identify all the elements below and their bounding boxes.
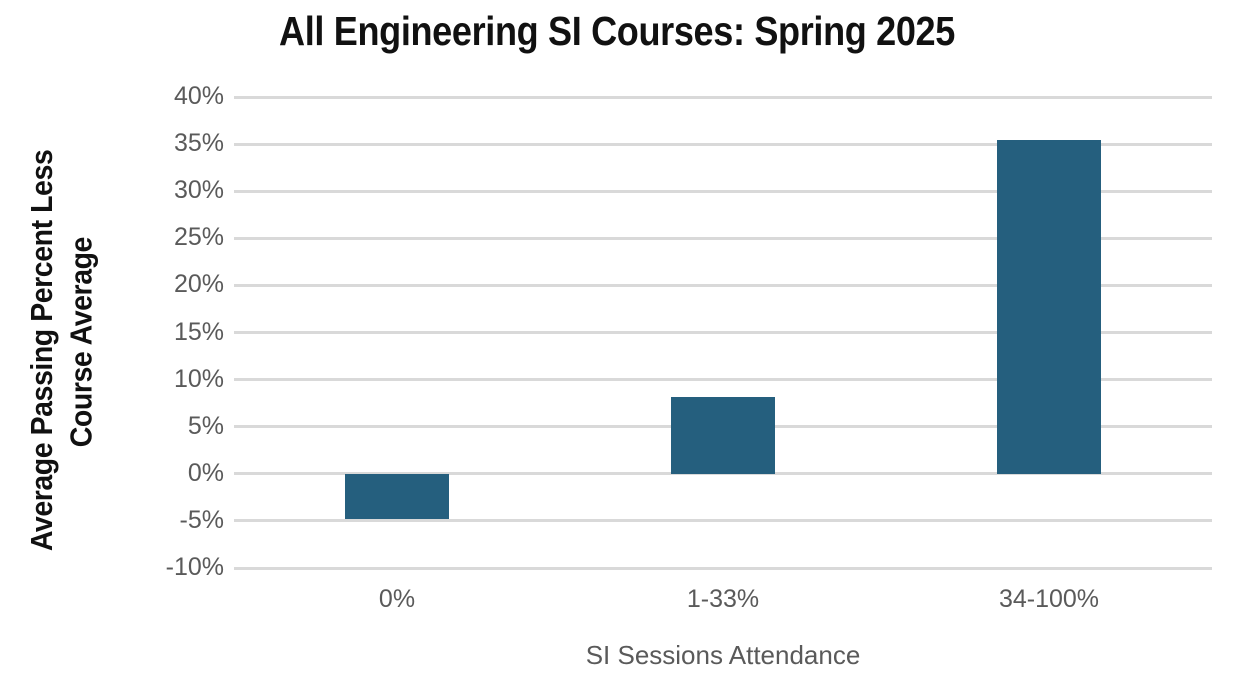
y-axis-title-line-2: Course Average [63, 236, 99, 447]
y-axis-tick-label: 10% [173, 364, 224, 393]
y-axis-tick-label: 15% [173, 317, 224, 346]
plot-area [234, 95, 1212, 570]
y-axis-title-line-1: Average Passing Percent Less [24, 149, 59, 551]
bar[interactable] [671, 397, 775, 474]
gridline [234, 519, 1212, 523]
y-axis-tick-labels: 40% 35% 30% 25% 20% 15% 10% 5% 0% -5% -10% [120, 84, 224, 580]
gridline [234, 331, 1212, 334]
chart-title: All Engineering SI Courses: Spring 2025 [279, 8, 955, 54]
y-axis-tick-label: 40% [173, 82, 224, 110]
y-axis-tick-label: 25% [173, 223, 224, 252]
y-axis-tick-label: 20% [173, 270, 224, 299]
gridline [234, 283, 1212, 287]
y-axis-tick-label: 30% [173, 176, 224, 205]
x-axis-tick-label: 34-100% [998, 585, 1100, 613]
y-axis-tick-label: 35% [173, 129, 224, 158]
y-axis-tick-label: 5% [187, 411, 224, 440]
y-axis-tick-label: -5% [179, 505, 224, 534]
gridline [234, 566, 1212, 570]
y-axis-tick-label: -10% [165, 553, 224, 581]
y-axis-tick-label: 0% [187, 458, 224, 487]
bar[interactable] [345, 473, 449, 519]
bar[interactable] [997, 140, 1101, 474]
x-axis-title: SI Sessions Attendance [585, 640, 861, 670]
x-axis-tick-label: 1-33% [686, 585, 760, 613]
gridline [234, 95, 1212, 99]
zero-gridline [234, 472, 1212, 476]
gridline [234, 236, 1212, 240]
gridline [234, 378, 1212, 382]
x-axis-tick-label: 0% [378, 585, 416, 613]
gridline [234, 142, 1212, 146]
gridline [234, 189, 1212, 193]
